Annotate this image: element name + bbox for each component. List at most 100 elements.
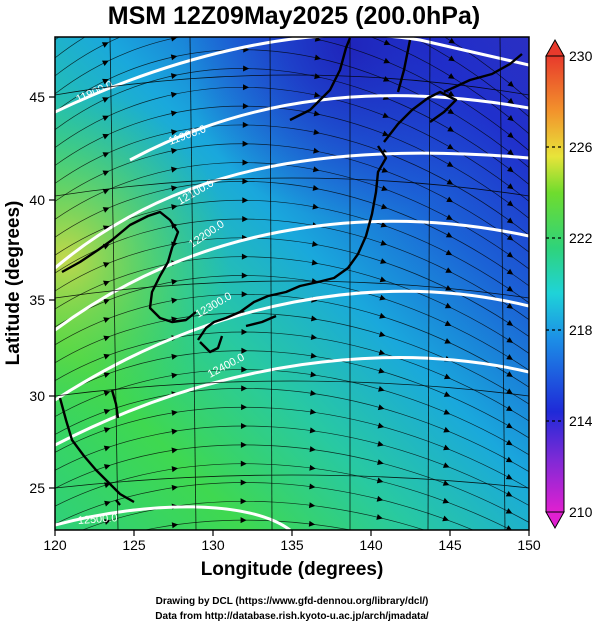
wind-arrow [313, 91, 321, 98]
wind-arrow [378, 331, 386, 337]
streamline [55, 181, 529, 287]
wind-arrow [241, 328, 248, 335]
colorbar-tick: 230 [569, 48, 593, 64]
wind-arrow [445, 285, 452, 291]
wind-arrow [102, 188, 110, 195]
wind-arrow [383, 76, 390, 82]
wind-arrow [447, 108, 455, 115]
wind-arrow [446, 214, 453, 220]
wind-arrow [378, 367, 385, 374]
wind-arrow [381, 185, 388, 191]
wind-arrow [311, 259, 319, 266]
wind-arrow [308, 520, 316, 527]
wind-arrow [382, 112, 390, 119]
wind-arrow [241, 291, 248, 298]
wind-arrow [171, 447, 178, 454]
wind-arrow [103, 262, 110, 268]
wind-arrow [313, 147, 320, 154]
wind-arrow [314, 73, 321, 80]
wind-arrow [171, 409, 178, 416]
streamline [55, 49, 529, 168]
wind-arrow [171, 147, 178, 154]
wind-arrow [312, 184, 320, 191]
wind-arrow [242, 216, 249, 223]
credit-drawing: Drawing by DCL (https://www.gfd-dennou.o… [156, 596, 429, 607]
wind-arrow [170, 73, 178, 80]
wind-arrow [506, 422, 513, 429]
wind-arrow [443, 391, 451, 397]
wind-arrow [171, 353, 178, 360]
wind-arrow [444, 320, 452, 326]
wind-arrow [377, 459, 384, 466]
contour-label: 12500.0 [77, 512, 118, 527]
japan-kyushu [199, 335, 224, 354]
wind-arrow [381, 167, 389, 173]
y-axis: 45 40 35 30 25 Latitude (degrees) [3, 89, 55, 496]
wind-arrow [311, 240, 319, 247]
wind-arrow [445, 232, 453, 238]
wind-arrow [380, 221, 388, 228]
wind-arrow [443, 426, 451, 433]
wind-arrow [377, 440, 384, 447]
wind-arrow [506, 251, 514, 258]
wind-arrow [102, 207, 110, 213]
wind-arrow [310, 352, 317, 359]
y-tick-label: 30 [29, 388, 45, 404]
colorbar: 230 226 222 218 214 210 [545, 38, 593, 530]
wind-arrow [171, 297, 178, 304]
wind-arrow [379, 312, 386, 319]
streamline [55, 199, 529, 304]
wind-arrow [171, 129, 178, 136]
wind-arrow [103, 317, 110, 323]
wind-arrow [506, 200, 514, 207]
wind-arrow [312, 203, 319, 210]
wind-arrow [104, 500, 111, 507]
wind-arrow [310, 315, 318, 322]
wind-arrow [312, 166, 320, 173]
wind-arrow [506, 217, 514, 224]
wind-arrow [171, 522, 179, 529]
japan-honshu [197, 145, 388, 341]
x-tick-label: 140 [359, 537, 383, 553]
wind-arrow [171, 484, 178, 491]
wind-arrow [447, 73, 455, 79]
wind-arrow [240, 498, 247, 505]
wind-arrow [505, 473, 513, 480]
wind-arrow [506, 354, 513, 360]
wind-arrow [442, 480, 450, 486]
wind-arrow [103, 464, 111, 470]
wind-arrow [241, 366, 248, 373]
colorbar-tick: 226 [569, 139, 593, 155]
colorbar-max-arrow [545, 38, 565, 57]
lat-lon-grid [55, 37, 529, 530]
wind-arrow [309, 408, 317, 415]
wind-arrow [171, 204, 178, 211]
wind-arrow [103, 427, 111, 433]
wind-arrow [506, 560, 514, 568]
wind-arrow [507, 132, 514, 139]
wind-arrow [506, 302, 514, 309]
streamline [55, 294, 529, 388]
wind-arrow [507, 115, 514, 122]
wind-arrow [506, 371, 513, 377]
wind-arrow [313, 129, 320, 136]
credit-data: Data from http://database.rish.kyoto-u.a… [155, 611, 429, 622]
wind-arrow [103, 353, 111, 360]
wind-arrow [171, 428, 178, 435]
wind-arrow [506, 268, 514, 275]
wind-arrow [446, 179, 454, 185]
wind-arrow [102, 97, 109, 103]
wind-arrow [242, 140, 249, 147]
colorbar-min-arrow [545, 511, 565, 530]
wind-arrow [309, 464, 316, 471]
wind-arrow [101, 42, 109, 48]
wind-arrow [443, 409, 451, 415]
wind-arrow [170, 110, 178, 117]
x-axis: 120 125 130 135 140 145 150 Longitude (d… [43, 530, 541, 580]
wind-arrow [171, 185, 178, 192]
wind-arrow [310, 371, 317, 378]
wind-arrow [240, 422, 247, 429]
wind-arrow [444, 373, 451, 380]
wind-arrow [378, 386, 385, 392]
streamline [55, 68, 529, 185]
